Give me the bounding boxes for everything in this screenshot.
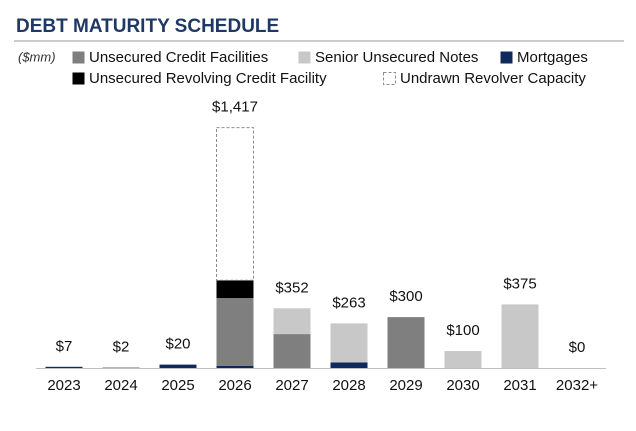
x-tick-label: 2024 — [104, 377, 137, 394]
legend-label: Unsecured Credit Facilities — [89, 49, 268, 66]
total-label: $2 — [113, 339, 130, 356]
bar-segment — [330, 323, 368, 363]
legend-swatch — [72, 72, 85, 85]
legend-swatch — [72, 51, 85, 64]
total-label: $352 — [275, 279, 308, 296]
x-tick-label: 2032+ — [556, 377, 598, 394]
legend-swatch — [500, 51, 513, 64]
legend-label: Senior Unsecured Notes — [315, 49, 478, 66]
bar-segment — [216, 280, 254, 299]
x-tick-label: 2027 — [275, 377, 308, 394]
bar-segment — [216, 298, 254, 366]
x-tick-label: 2030 — [446, 377, 479, 394]
legend-swatch — [298, 51, 311, 64]
total-label: $0 — [569, 339, 586, 356]
bar-segment — [216, 365, 254, 368]
x-tick-label: 2025 — [161, 377, 194, 394]
bar-segment — [159, 364, 197, 368]
bar-segment — [216, 127, 254, 281]
bar-segment — [387, 317, 425, 368]
bar-segment — [273, 334, 311, 368]
x-tick-label: 2031 — [503, 377, 536, 394]
x-tick-label: 2023 — [47, 377, 80, 394]
bar-segment — [273, 308, 311, 335]
unit-label: ($mm) — [18, 49, 56, 64]
legend-label: Mortgages — [517, 49, 588, 66]
x-tick-label: 2028 — [332, 377, 365, 394]
total-label: $375 — [503, 275, 536, 292]
bar-segment — [444, 351, 482, 368]
bar-segment — [501, 304, 539, 368]
bar-segment — [45, 366, 83, 368]
legend-label: Unsecured Revolving Credit Facility — [89, 70, 327, 87]
total-label: $20 — [165, 336, 190, 353]
legend-label: Undrawn Revolver Capacity — [400, 70, 586, 87]
total-label: $7 — [56, 338, 73, 355]
x-tick-label: 2026 — [218, 377, 251, 394]
total-label: $300 — [389, 288, 422, 305]
bar-segment — [330, 362, 368, 368]
x-tick-label: 2029 — [389, 377, 422, 394]
total-label: $1,417 — [212, 99, 258, 116]
total-label: $263 — [332, 294, 365, 311]
total-label: $100 — [446, 322, 479, 339]
legend-swatch — [383, 72, 396, 85]
chart-title: DEBT MATURITY SCHEDULE — [16, 16, 279, 37]
